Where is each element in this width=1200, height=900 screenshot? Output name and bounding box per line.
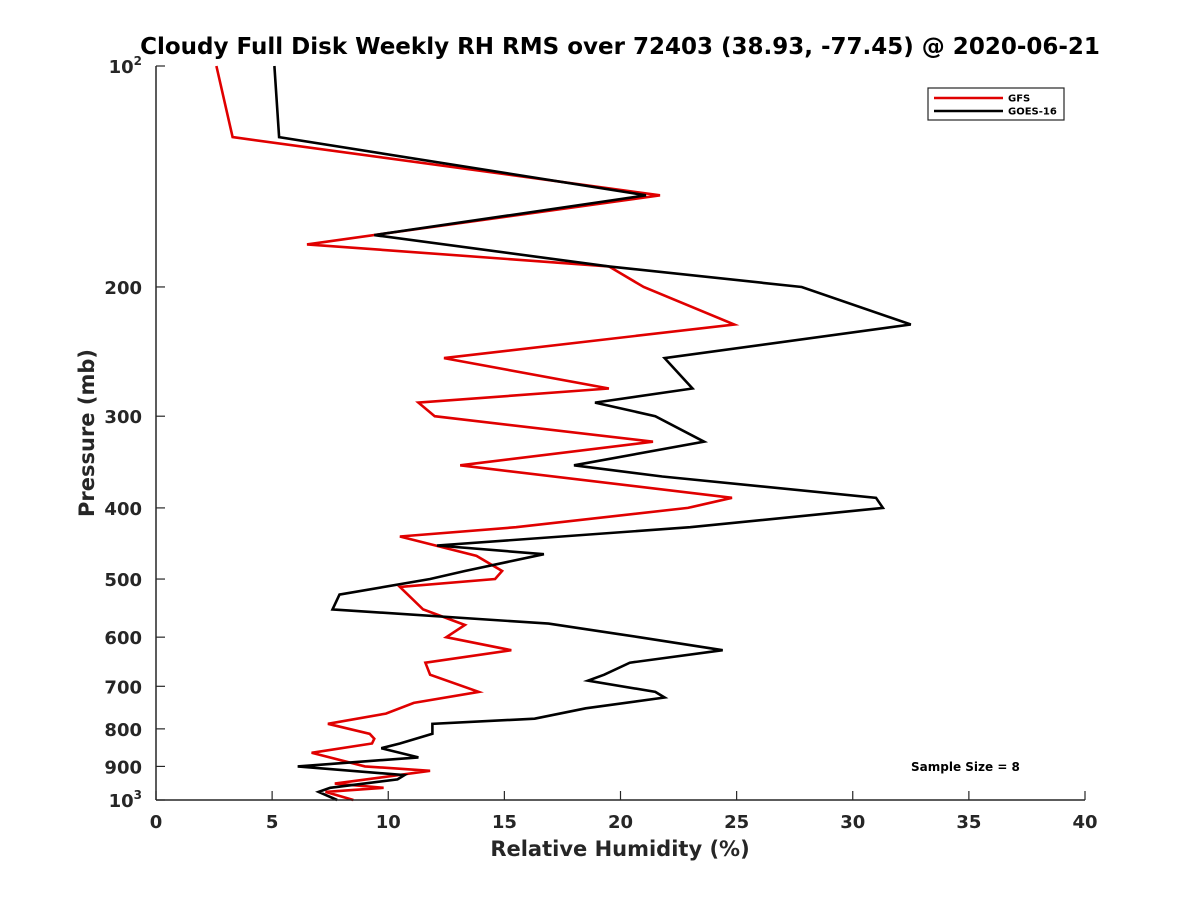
y-tick-label: 500: [104, 570, 142, 591]
x-tick-label: 20: [608, 812, 633, 833]
y-tick-label: 600: [104, 628, 142, 649]
y-tick-label: 102: [109, 54, 142, 78]
x-axis-ticks: 0 5 10 15 20 25 30 35 40: [150, 791, 1098, 833]
chart-title: Cloudy Full Disk Weekly RH RMS over 7240…: [140, 34, 1100, 60]
x-tick-label: 35: [956, 812, 981, 833]
y-tick-label: 900: [104, 757, 142, 778]
legend-label-goes-16: GOES-16: [1008, 107, 1057, 118]
y-tick-label: 800: [104, 720, 142, 741]
legend: GFS GOES-16: [927, 87, 1065, 121]
x-tick-label: 0: [150, 812, 163, 833]
y-axis-label: Pressure (mb): [75, 349, 99, 517]
y-tick-label: 700: [104, 677, 142, 698]
y-tick-label: 400: [104, 499, 142, 520]
y-tick-label: 103: [109, 788, 142, 812]
x-tick-label: 40: [1072, 812, 1097, 833]
sample-size-annotation: Sample Size = 8: [911, 760, 1020, 774]
y-axis-ticks: 102 200 300 400 500 600 700 800 900 103: [104, 54, 165, 812]
plot-area: 0 5 10 15 20 25 30 35 40 102 200 300 400 500 600 700 80…: [104, 54, 1097, 833]
x-tick-label: 5: [266, 812, 279, 833]
x-tick-label: 15: [492, 812, 517, 833]
x-tick-label: 25: [724, 812, 749, 833]
x-tick-label: 30: [840, 812, 865, 833]
series-layer: [215, 65, 912, 802]
y-tick-label: 200: [104, 278, 142, 299]
y-tick-label: 300: [104, 407, 142, 428]
legend-box: [927, 87, 1065, 121]
series-line-goes-16: [273, 65, 912, 802]
x-tick-label: 10: [376, 812, 401, 833]
series-line-gfs: [215, 65, 740, 802]
x-axis-label: Relative Humidity (%): [490, 837, 749, 861]
legend-label-gfs: GFS: [1008, 94, 1030, 105]
